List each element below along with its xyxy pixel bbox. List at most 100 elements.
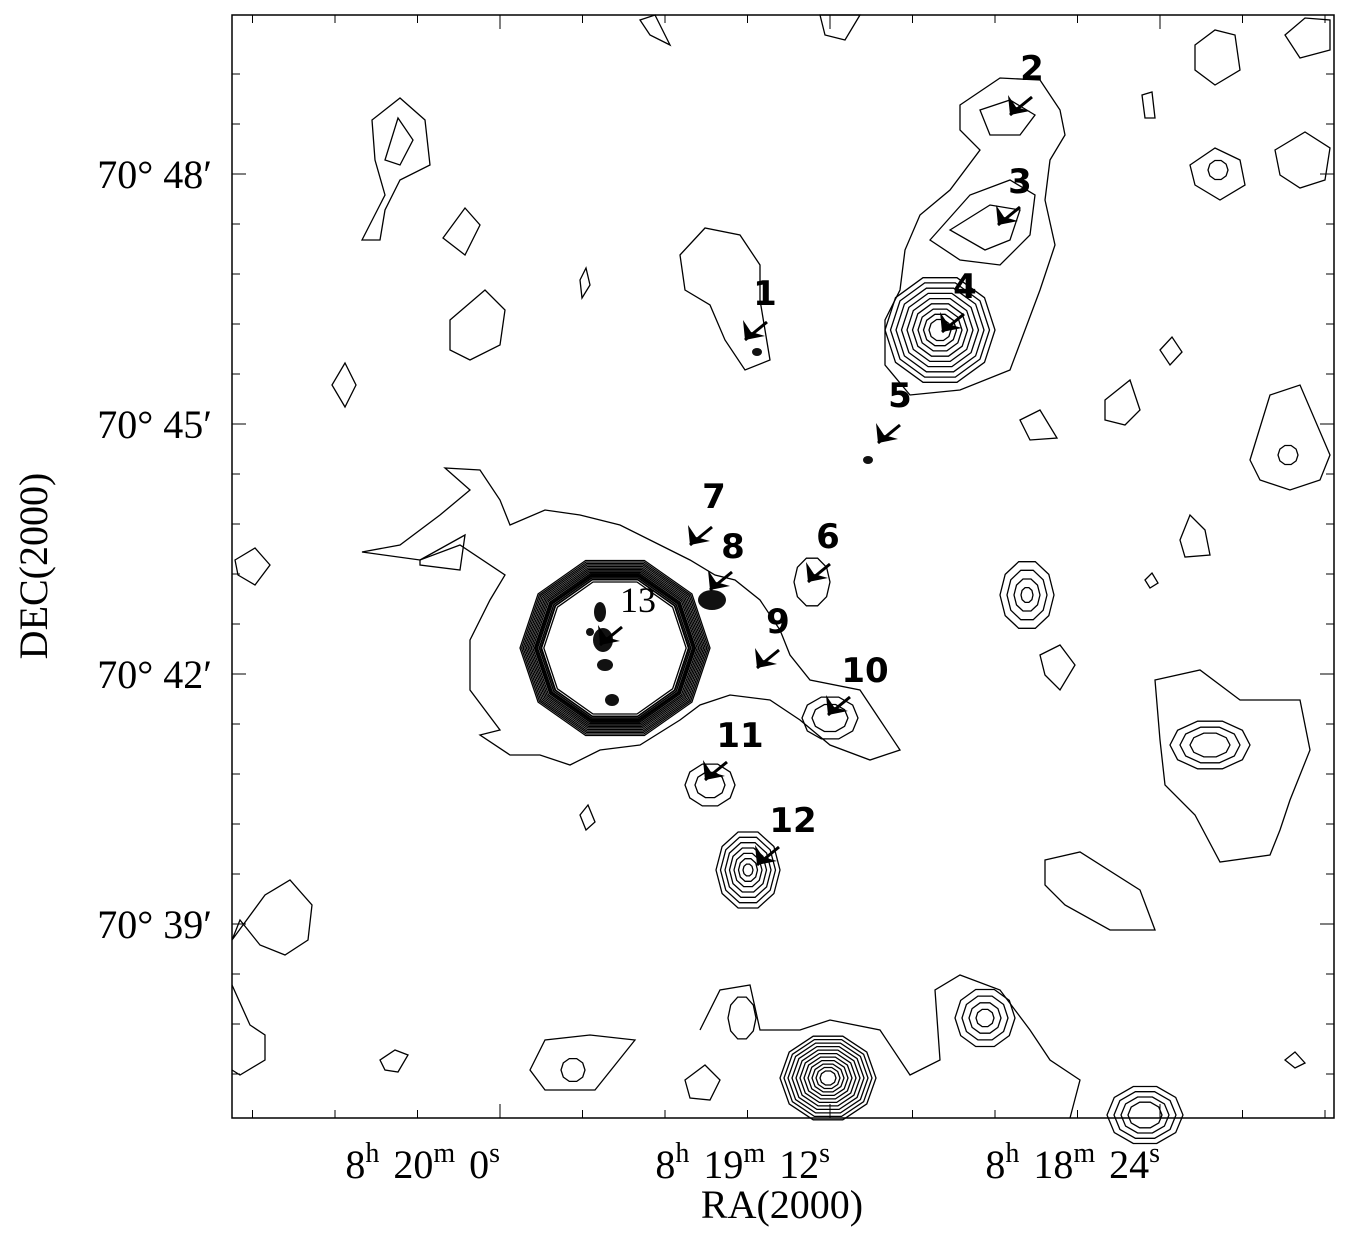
contour (803, 1056, 853, 1100)
contour (900, 292, 980, 368)
contour (231, 879, 313, 956)
contour (968, 1002, 1002, 1034)
ticks (232, 15, 1334, 1118)
contour (1044, 851, 1156, 931)
y-tick-label: 70° 39′ (97, 902, 212, 947)
source-arrowhead (940, 312, 962, 332)
contour (954, 988, 1016, 1048)
contour (917, 308, 963, 352)
contour (1104, 378, 1141, 426)
contour (361, 467, 902, 766)
labels: RA(2000) DEC(2000) 70° 48′ 70° 45′ 70° 42′… (11, 152, 1160, 1227)
contour (535, 574, 695, 722)
emission-blob (698, 590, 726, 610)
contour (961, 995, 1009, 1041)
contour (895, 287, 985, 373)
unit-symbol: m (743, 1138, 765, 1169)
contour (529, 1034, 637, 1091)
y-tick-label: 70° 42′ (97, 652, 212, 697)
tick-value: 8 (345, 1142, 365, 1187)
contour (906, 297, 974, 363)
contour (911, 303, 969, 357)
tick-value: 8 (985, 1142, 1005, 1187)
x-axis-title: RA(2000) (701, 1182, 863, 1227)
contour (1019, 409, 1059, 441)
contour (384, 116, 414, 166)
unit-symbol: h (1005, 1138, 1019, 1169)
contour (543, 581, 687, 715)
contour (737, 858, 759, 882)
unit-symbol: m (433, 1138, 455, 1169)
source-label: 3 (1008, 162, 1032, 202)
contour (540, 579, 690, 717)
contour (530, 570, 700, 726)
emission-blob (605, 694, 619, 706)
contour (524, 564, 706, 732)
source-arrowhead (708, 570, 730, 590)
contour (1194, 29, 1241, 86)
contour (742, 863, 754, 877)
contour (231, 984, 266, 1076)
contour (807, 1059, 849, 1097)
contour (783, 1038, 873, 1118)
source-label: 12 (769, 801, 816, 841)
source-label: 2 (1020, 49, 1044, 89)
emission-blob (597, 659, 613, 671)
source-label: 1 (753, 274, 777, 314)
contour (889, 282, 991, 378)
contour (715, 831, 781, 909)
contour (1274, 131, 1331, 189)
contour (1179, 726, 1241, 764)
unit-symbol: m (1073, 1138, 1095, 1169)
contour (793, 557, 831, 607)
contour (884, 277, 996, 383)
contour (1277, 444, 1299, 466)
contour (1159, 335, 1183, 367)
contour (975, 1008, 995, 1028)
tick-value: 18 (1033, 1142, 1073, 1187)
contour (699, 974, 1081, 1119)
contour (799, 1052, 857, 1104)
y-tick-label: 70° 45′ (97, 402, 212, 447)
contour (1039, 644, 1076, 692)
contour (719, 836, 777, 904)
contour (787, 1042, 869, 1114)
contour (379, 1049, 1307, 1073)
contour (801, 696, 859, 740)
tick-value: 19 (703, 1142, 743, 1187)
contour (884, 77, 1066, 396)
unit-symbol: s (1149, 1138, 1160, 1169)
plot-frame (231, 14, 1335, 1119)
emission-blob (594, 602, 606, 622)
contour (1106, 1085, 1184, 1145)
contour (534, 573, 696, 723)
contour (525, 565, 705, 731)
source-label: 4 (953, 267, 977, 307)
source-arrowhead (1008, 95, 1030, 115)
source-label: 7 (702, 477, 726, 517)
contour (1006, 569, 1048, 621)
source-label: 5 (888, 376, 912, 416)
contour (727, 996, 757, 1040)
contour (1189, 147, 1246, 201)
source-arrowhead (755, 648, 777, 668)
x-tick-label: 8h 19m 12s (655, 1138, 830, 1187)
contour (638, 14, 862, 47)
contour (527, 567, 703, 729)
contour (528, 568, 702, 728)
contour (1154, 669, 1311, 863)
contour (1127, 1101, 1163, 1129)
source-label: 11 (716, 716, 763, 756)
frame (231, 14, 1335, 1119)
source-arrowhead (688, 525, 710, 545)
tick-value: 8 (655, 1142, 675, 1187)
contour (948, 204, 1021, 251)
contour (419, 533, 466, 571)
contour (795, 1049, 861, 1107)
unit-symbol: s (489, 1138, 500, 1169)
unit-symbol: h (675, 1138, 689, 1169)
source-label: 9 (766, 602, 790, 642)
contour (360, 97, 431, 241)
